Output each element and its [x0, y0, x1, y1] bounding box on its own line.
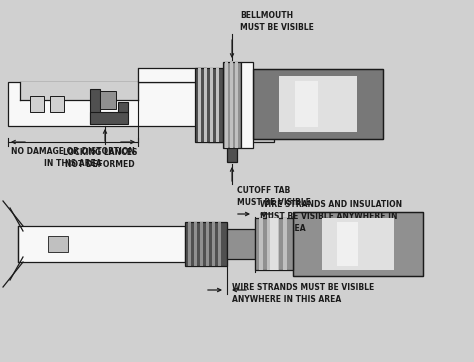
Bar: [253, 69, 383, 139]
Bar: [227, 148, 237, 162]
Bar: [20, 82, 138, 100]
Bar: [185, 222, 227, 266]
Bar: [227, 229, 255, 259]
Bar: [8, 82, 282, 126]
Bar: [200, 222, 203, 266]
Bar: [216, 68, 219, 142]
Bar: [293, 212, 423, 276]
Bar: [194, 222, 197, 266]
Text: WIRE STRANDS MUST BE VISIBLE
ANYWHERE IN THIS AREA: WIRE STRANDS MUST BE VISIBLE ANYWHERE IN…: [232, 283, 374, 304]
Bar: [322, 218, 394, 270]
Bar: [138, 68, 206, 82]
Bar: [48, 236, 68, 252]
Text: BELLMOUTH
MUST BE VISIBLE: BELLMOUTH MUST BE VISIBLE: [240, 11, 314, 32]
Bar: [259, 218, 263, 270]
Bar: [267, 218, 271, 270]
Bar: [100, 91, 116, 109]
Bar: [212, 222, 215, 266]
Bar: [270, 218, 278, 270]
Bar: [118, 102, 128, 112]
Text: WIRE STRANDS AND INSULATION
MUST BE VISIBLE ANYWHERE IN
THIS AREA: WIRE STRANDS AND INSULATION MUST BE VISI…: [260, 200, 402, 233]
Bar: [279, 76, 357, 132]
Text: LOCKING LANCES
NOT DEFORMED: LOCKING LANCES NOT DEFORMED: [63, 148, 137, 169]
Bar: [283, 218, 287, 270]
Bar: [90, 112, 128, 124]
Bar: [337, 222, 358, 266]
Bar: [188, 222, 191, 266]
Bar: [241, 62, 253, 148]
Bar: [198, 68, 201, 142]
Bar: [206, 222, 209, 266]
Bar: [218, 222, 221, 266]
Bar: [204, 68, 207, 142]
Bar: [293, 212, 423, 276]
Bar: [225, 62, 228, 148]
Bar: [195, 68, 223, 142]
Bar: [223, 62, 241, 148]
Bar: [50, 96, 64, 112]
Bar: [210, 68, 213, 142]
Bar: [253, 69, 383, 139]
Bar: [30, 96, 44, 112]
Bar: [255, 218, 293, 270]
Bar: [208, 126, 274, 142]
Bar: [18, 226, 185, 262]
Bar: [90, 89, 100, 124]
Text: NO DAMAGE OR DISTORTION
IN THIS AREA: NO DAMAGE OR DISTORTION IN THIS AREA: [11, 147, 135, 168]
Bar: [235, 62, 238, 148]
Bar: [275, 218, 279, 270]
Text: CUTOFF TAB
MUST BE VISIBLE: CUTOFF TAB MUST BE VISIBLE: [237, 186, 311, 207]
Bar: [230, 62, 233, 148]
Bar: [295, 81, 318, 127]
